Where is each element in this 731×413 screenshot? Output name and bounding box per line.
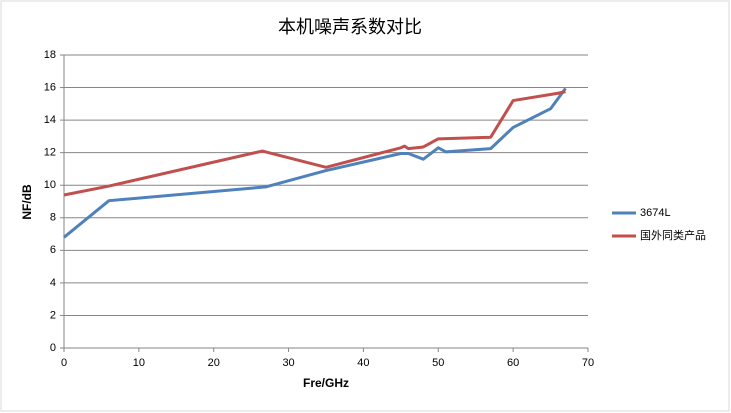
y-axis-title: NF/dB	[20, 184, 34, 220]
y-tick-label: 2	[50, 309, 56, 321]
y-tick-label: 0	[50, 342, 56, 354]
x-tick-label: 50	[432, 357, 444, 369]
y-tick-label: 6	[50, 244, 56, 256]
y-tick-label: 10	[44, 179, 56, 191]
legend-label: 国外同类产品	[640, 228, 706, 242]
y-tick-label: 8	[50, 212, 56, 224]
y-tick-label: 4	[50, 277, 56, 289]
chart-title: 本机噪声系数对比	[278, 17, 422, 37]
x-tick-label: 10	[133, 357, 145, 369]
series-line	[63, 90, 566, 197]
x-tick-label: 40	[357, 357, 369, 369]
legend-label: 3674L	[640, 207, 671, 219]
y-tick-label: 12	[44, 147, 56, 159]
y-tick-label: 14	[44, 114, 56, 126]
y-tick-label: 18	[44, 49, 56, 61]
x-axis-title: Fre/GHz	[303, 376, 349, 390]
y-tick-label: 16	[44, 81, 56, 93]
series-line	[63, 87, 567, 239]
x-tick-label: 0	[61, 357, 67, 369]
x-tick-label: 60	[507, 357, 519, 369]
x-tick-label: 30	[282, 357, 294, 369]
x-tick-label: 70	[582, 357, 594, 369]
x-tick-label: 20	[208, 357, 220, 369]
